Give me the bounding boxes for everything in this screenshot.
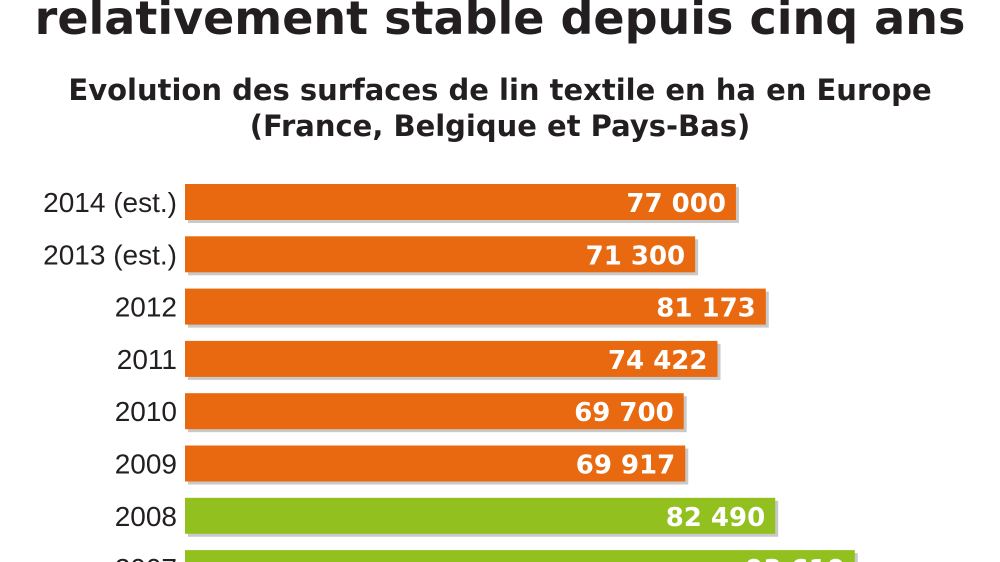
bar-2010 (185, 393, 684, 430)
year-label: 2012 (115, 292, 177, 323)
value-label: 74 422 (608, 346, 708, 376)
value-label: 69 917 (576, 451, 676, 481)
subtitle-line-2: (France, Belgique et Pays-Bas) (249, 109, 751, 143)
value-label: 71 300 (586, 241, 686, 271)
year-label: 2008 (115, 501, 177, 532)
year-label: 2010 (115, 396, 177, 427)
year-label: 2014 (est.) (43, 187, 177, 218)
year-label: 2009 (115, 449, 177, 480)
chart-subtitle: Evolution des surfaces de lin textile en… (0, 72, 1000, 144)
bar-2007 (185, 550, 855, 562)
value-label: 69 700 (574, 398, 674, 428)
subtitle-line-1: Evolution des surfaces de lin textile en… (68, 73, 932, 107)
year-label: 2013 (est.) (43, 239, 177, 270)
year-label: 2011 (117, 344, 177, 375)
value-label: 93 610 (745, 555, 845, 562)
value-label: 82 490 (666, 503, 766, 533)
bar-2014-est (185, 184, 736, 220)
value-label: 77 000 (626, 189, 726, 219)
bar-2013-est (185, 236, 696, 273)
bar-2009 (185, 445, 686, 482)
year-label: 2007 (115, 553, 177, 562)
value-label: 81 173 (656, 294, 756, 324)
bar-2012 (185, 288, 766, 325)
bar-2011 (185, 340, 718, 377)
chart-title: relativement stable depuis cinq ans (34, 0, 966, 45)
bar-2008 (185, 497, 776, 534)
